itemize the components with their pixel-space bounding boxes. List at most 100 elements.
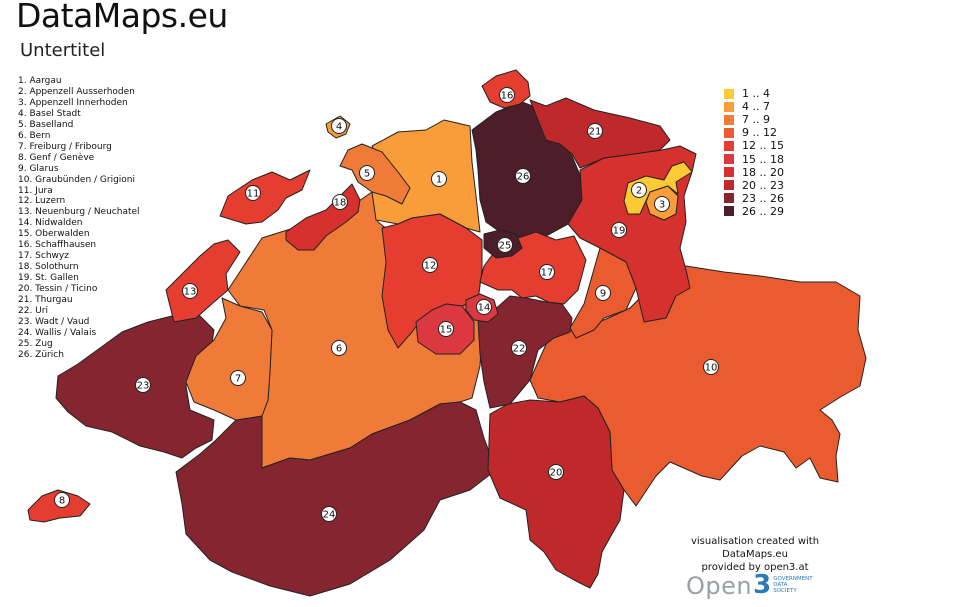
marker-number: 7	[235, 374, 241, 385]
canton-list-item: 20. Tessin / Ticino	[18, 284, 98, 295]
canton-marker: 17	[539, 264, 555, 280]
marker-circle	[321, 506, 337, 522]
canton-region-20[interactable]	[487, 395, 625, 589]
legend-label: 9 .. 12	[742, 126, 777, 140]
canton-marker: 3	[654, 196, 670, 212]
canton-list-item: 5. Baselland	[18, 119, 74, 130]
marker-circle	[476, 299, 492, 315]
canton-list: 1. Aargau 2. Appenzell Ausserhoden 3. Appe…	[18, 76, 140, 361]
legend-label: 12 .. 15	[742, 139, 784, 153]
canton-region-5[interactable]	[339, 143, 411, 205]
canton-marker: 11	[245, 185, 261, 201]
canton-list-item: 14. Nidwalden	[18, 218, 83, 229]
canton-list-item: 25. Zug	[18, 338, 53, 349]
legend-item: 1 .. 4	[724, 87, 784, 100]
canton-list-item: 4. Basel Stadt	[18, 108, 81, 119]
legend-swatch	[724, 167, 734, 178]
legend-item: 4 .. 7	[724, 100, 784, 113]
canton-list-item: 8. Genf / Genève	[18, 152, 95, 163]
marker-circle	[438, 321, 454, 337]
marker-circle	[595, 285, 611, 301]
marker-number: 25	[499, 241, 512, 252]
marker-circle	[654, 196, 670, 212]
marker-circle	[497, 237, 513, 253]
marker-circle	[331, 340, 347, 356]
canton-list-item: 12. Luzern	[18, 196, 66, 207]
marker-number: 16	[501, 91, 514, 102]
canton-list-item: 9. Glarus	[18, 163, 59, 174]
marker-circle	[230, 370, 246, 386]
logo-tagline: GOVERNMENT DATA SOCIETY	[773, 576, 813, 594]
marker-number: 17	[541, 268, 554, 279]
canton-list-item: 7. Freiburg / Fribourg	[18, 141, 112, 152]
canton-list-item: 2. Appenzell Ausserhoden	[18, 86, 135, 97]
legend-label: 20 .. 23	[742, 178, 784, 192]
legend-swatch	[724, 206, 734, 217]
canton-list-item: 26. Zürich	[18, 349, 64, 360]
credit-note: visualisation created with DataMaps.eu p…	[670, 535, 840, 574]
canton-marker: 5	[359, 165, 375, 181]
legend-label: 1 .. 4	[742, 87, 770, 101]
marker-number: 3	[659, 200, 665, 211]
marker-number: 19	[613, 226, 626, 237]
open3-logo[interactable]: Open 3 GOVERNMENT DATA SOCIETY	[686, 572, 813, 600]
marker-circle	[332, 194, 348, 210]
canton-marker: 9	[595, 285, 611, 301]
marker-number: 11	[247, 189, 260, 200]
canton-region-2[interactable]	[623, 161, 693, 215]
legend-item: 23 .. 26	[724, 192, 784, 205]
canton-marker: 2	[631, 182, 647, 198]
marker-circle	[331, 118, 347, 134]
canton-marker: 23	[135, 377, 151, 393]
marker-circle	[511, 340, 527, 356]
legend-swatch	[724, 180, 734, 191]
marker-circle	[422, 257, 438, 273]
marker-number: 22	[513, 344, 526, 355]
canton-marker: 21	[587, 123, 603, 139]
canton-region-7[interactable]	[185, 297, 273, 421]
legend-swatch	[724, 88, 734, 99]
canton-region-24[interactable]	[175, 401, 497, 597]
marker-number: 8	[59, 496, 65, 507]
canton-marker: 20	[548, 464, 564, 480]
marker-circle	[359, 165, 375, 181]
marker-number: 9	[600, 289, 606, 300]
canton-marker: 1	[431, 171, 447, 187]
marker-circle	[548, 464, 564, 480]
marker-circle	[499, 87, 515, 103]
canton-list-item: 1. Aargau	[18, 76, 62, 86]
canton-region-11[interactable]	[219, 169, 311, 225]
map-subtitle: Untertitel	[20, 40, 106, 61]
canton-list-item: 22. Uri	[18, 306, 48, 317]
canton-marker: 13	[182, 283, 198, 299]
marker-circle	[245, 185, 261, 201]
canton-list-item: 18. Solothurn	[18, 262, 79, 273]
marker-circle	[539, 264, 555, 280]
legend-swatch	[724, 140, 734, 151]
marker-circle	[135, 377, 151, 393]
legend-label: 26 .. 29	[742, 204, 784, 218]
marker-number: 2	[636, 186, 642, 197]
canton-region-13[interactable]	[165, 239, 241, 323]
marker-circle	[611, 222, 627, 238]
marker-number: 4	[336, 122, 342, 133]
canton-marker: 16	[499, 87, 515, 103]
marker-number: 12	[424, 261, 437, 272]
logo-word: Open	[686, 572, 753, 600]
legend-swatch	[724, 193, 734, 204]
marker-circle	[515, 168, 531, 184]
marker-circle	[182, 283, 198, 299]
legend-label: 7 .. 9	[742, 113, 770, 127]
marker-number: 18	[334, 198, 347, 209]
canton-list-item: 3. Appenzell Innerhoden	[18, 97, 128, 108]
canton-list-item: 21. Thurgau	[18, 295, 73, 306]
canton-list-item: 11. Jura	[18, 185, 53, 196]
canton-marker: 24	[321, 506, 337, 522]
marker-number: 10	[705, 363, 718, 374]
map-title: DataMaps.eu	[16, 0, 228, 35]
canton-marker: 6	[331, 340, 347, 356]
canton-marker: 10	[703, 359, 719, 375]
canton-list-item: 13. Neuenburg / Neuchatel	[18, 207, 140, 218]
